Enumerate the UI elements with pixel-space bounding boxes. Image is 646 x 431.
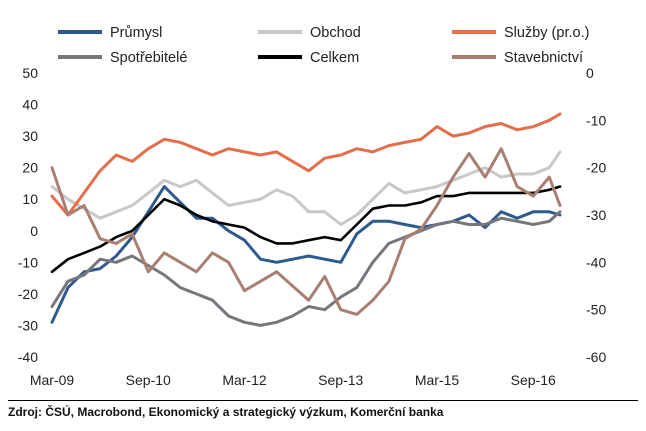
y-right-tick-label: -30	[586, 207, 606, 223]
y-right-tick-label: -10	[586, 112, 606, 128]
x-tick-label: Mar-09	[30, 372, 75, 388]
y-left-tick-label: -20	[18, 286, 38, 302]
left-axis: -40 -30 -20 -10 0 10 20 30 40 50	[18, 65, 38, 365]
x-tick-label: Mar-12	[222, 372, 267, 388]
legend-label: Celkem	[310, 50, 359, 66]
y-left-tick-label: 30	[22, 128, 38, 144]
y-left-tick-label: 40	[22, 97, 38, 113]
y-right-tick-label: -50	[586, 302, 606, 318]
series-line	[50, 147, 562, 316]
right-axis: -60 -50 -40 -30 -20 -10 0	[586, 65, 606, 365]
series-line	[50, 112, 562, 217]
y-left-tick-label: 50	[22, 65, 38, 81]
y-right-tick-label: 0	[586, 65, 594, 81]
source-divider	[8, 400, 638, 401]
x-tick-label: Sep-13	[318, 372, 363, 388]
y-left-tick-label: 0	[30, 223, 38, 239]
x-axis: Mar-09 Sep-10 Mar-12 Sep-13 Mar-15 Sep-16	[30, 372, 556, 388]
legend-label: Obchod	[310, 25, 361, 41]
legend-label: Průmysl	[110, 25, 162, 41]
series-line	[50, 185, 562, 274]
legend-label: Služby (pr.o.)	[504, 25, 589, 41]
y-left-tick-label: -30	[18, 317, 38, 333]
legend-label: Spotřebitelé	[110, 50, 187, 66]
y-left-tick-label: -10	[18, 254, 38, 270]
legend: Průmysl Obchod Služby (pr.o.) Spotřebitelé C…	[58, 25, 589, 66]
x-tick-label: Sep-16	[511, 372, 556, 388]
y-right-tick-label: -20	[586, 160, 606, 176]
series-lines	[50, 112, 562, 327]
legend-label: Stavebnictví	[504, 50, 583, 66]
series-line	[50, 150, 562, 226]
x-tick-label: Sep-10	[126, 372, 171, 388]
source-note: Zdroj: ČSÚ, Macrobond, Ekonomický a stra…	[8, 405, 444, 419]
y-right-tick-label: -60	[586, 349, 606, 365]
y-left-tick-label: -40	[18, 349, 38, 365]
y-left-tick-label: 10	[22, 191, 38, 207]
y-left-tick-label: 20	[22, 160, 38, 176]
series-line	[50, 210, 562, 327]
y-right-tick-label: -40	[586, 254, 606, 270]
x-tick-label: Mar-15	[415, 372, 460, 388]
